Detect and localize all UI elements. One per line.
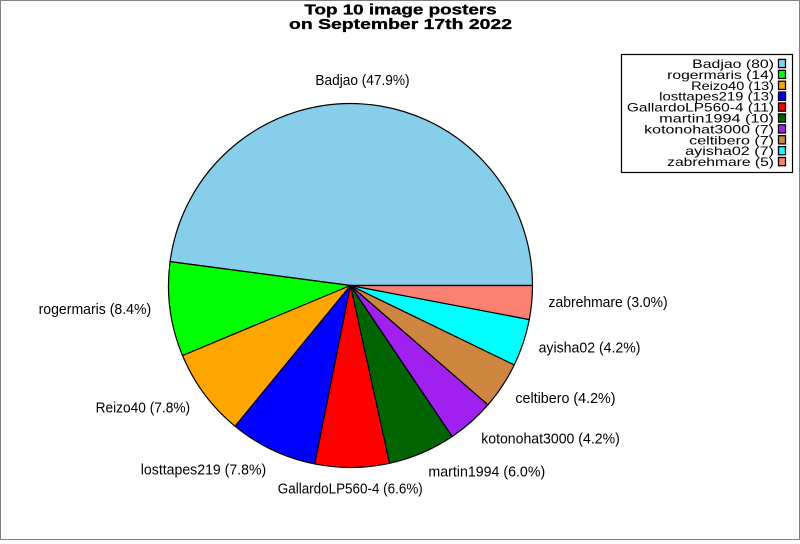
svg-text:ayisha02 (4.2%): ayisha02 (4.2%) bbox=[539, 341, 641, 357]
svg-text:GallardoLP560-4 (6.6%): GallardoLP560-4 (6.6%) bbox=[278, 481, 423, 497]
svg-text:on September 17th 2022: on September 17th 2022 bbox=[289, 16, 512, 33]
svg-text:kotonohat3000 (4.2%): kotonohat3000 (4.2%) bbox=[481, 432, 620, 448]
svg-text:ayisha02 (7): ayisha02 (7) bbox=[685, 144, 774, 158]
svg-text:Badjao (80): Badjao (80) bbox=[692, 57, 774, 71]
svg-text:rogermaris (8.4%): rogermaris (8.4%) bbox=[39, 302, 152, 318]
svg-text:GallardoLP560-4 (11): GallardoLP560-4 (11) bbox=[627, 101, 774, 115]
svg-text:kotonohat3000 (7): kotonohat3000 (7) bbox=[644, 122, 774, 136]
svg-text:Top 10 image posters: Top 10 image posters bbox=[304, 1, 496, 18]
svg-text:Badjao (47.9%): Badjao (47.9%) bbox=[315, 73, 409, 89]
svg-text:celtibero (4.2%): celtibero (4.2%) bbox=[515, 391, 615, 407]
svg-text:Reizo40 (7.8%): Reizo40 (7.8%) bbox=[96, 401, 191, 417]
svg-text:losttapes219 (13): losttapes219 (13) bbox=[659, 90, 774, 104]
svg-text:celtibero (7): celtibero (7) bbox=[689, 133, 774, 147]
svg-text:zabrehmare (5): zabrehmare (5) bbox=[667, 155, 774, 169]
svg-text:rogermaris (14): rogermaris (14) bbox=[667, 68, 774, 82]
svg-text:losttapes219 (7.8%): losttapes219 (7.8%) bbox=[141, 462, 266, 478]
svg-text:Reizo40 (13): Reizo40 (13) bbox=[691, 79, 774, 93]
svg-text:martin1994 (6.0%): martin1994 (6.0%) bbox=[428, 465, 545, 481]
svg-text:zabrehmare (3.0%): zabrehmare (3.0%) bbox=[549, 295, 668, 311]
svg-text:martin1994 (10): martin1994 (10) bbox=[659, 112, 774, 126]
